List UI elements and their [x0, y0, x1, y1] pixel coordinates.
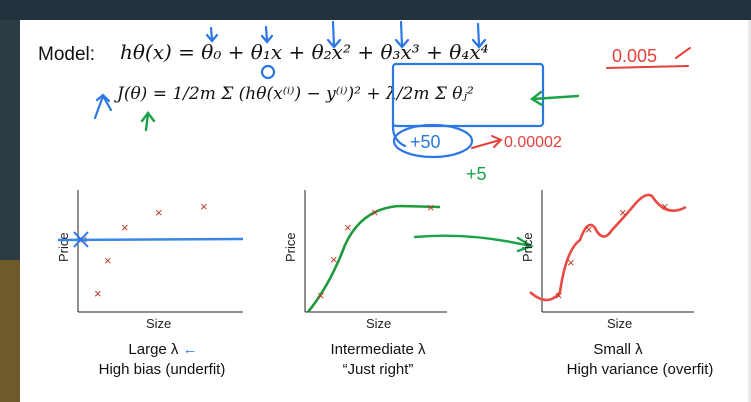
plot2-ylabel: Price	[283, 232, 298, 262]
plot-small-lambda: Price Size × × × × ×	[520, 190, 694, 331]
plot3-ylabel: Price	[520, 232, 535, 262]
plot2-point: ×	[344, 220, 352, 235]
plot1-point: ×	[121, 220, 129, 235]
caption2-title: Intermediate λ	[313, 341, 443, 358]
blue-arrow-left-icon: ←	[183, 341, 198, 358]
plot2-point: ×	[317, 288, 325, 303]
plot1-point: ×	[94, 286, 102, 301]
plot1-point: ×	[155, 205, 163, 220]
plot1-xlabel: Size	[146, 316, 171, 331]
plot1-fit-line	[58, 239, 243, 240]
plot3-point: ×	[567, 255, 575, 270]
plot2-point: ×	[427, 200, 435, 215]
plot2-point: ×	[330, 252, 338, 267]
plot2-point: ×	[371, 205, 379, 220]
plot1-ylabel: Price	[56, 232, 71, 262]
plot2-fit-curve	[308, 206, 440, 312]
plot-intermediate-lambda: Price Size × × × × ×	[283, 190, 447, 331]
caption1-title: Large λ ←	[108, 341, 218, 358]
plot1-point: ×	[104, 253, 112, 268]
caption2-subtitle: “Just right”	[298, 361, 458, 378]
plot-large-lambda: Price Size × × × × × ×	[56, 190, 243, 331]
plot3-xlabel: Size	[607, 316, 632, 331]
plot3-point: ×	[619, 205, 627, 220]
caption3-title: Small λ	[563, 341, 673, 358]
plot3-point: ×	[585, 222, 593, 237]
caption3-subtitle: High variance (overfit)	[540, 361, 740, 378]
plot3-point: ×	[661, 199, 669, 214]
caption1-subtitle: High bias (underfit)	[62, 361, 262, 378]
plot1-point: ×	[200, 199, 208, 214]
plot3-point: ×	[555, 288, 563, 303]
plot2-xlabel: Size	[366, 316, 391, 331]
